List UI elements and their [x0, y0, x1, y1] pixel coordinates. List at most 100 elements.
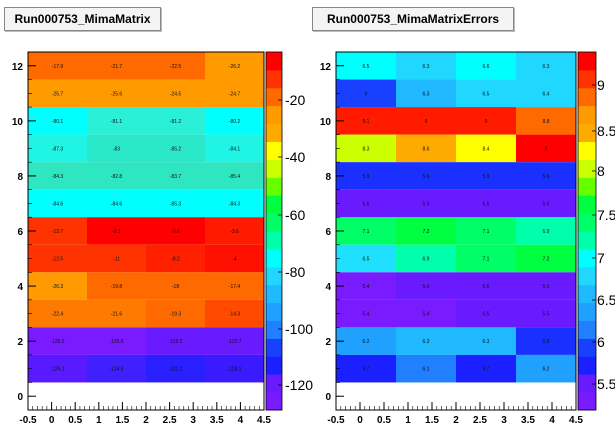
cell-value-label: -84.3 [52, 174, 64, 180]
y-tick-label: 6 [325, 227, 331, 238]
cell-value-label: 5.6 [483, 284, 490, 290]
cell-value-label: -119.2 [169, 339, 183, 345]
cell-value-label: 8.6 [423, 146, 430, 152]
colorbar-tick-label: 8 [597, 163, 605, 179]
heatmap-cell [146, 189, 205, 218]
heatmap-cell [146, 79, 205, 108]
heatmap-cell [205, 162, 264, 190]
heatmap-cell [28, 162, 87, 190]
heatmap-cell [516, 107, 576, 135]
cell-value-label: -13.7 [52, 229, 64, 235]
heatmap-cell [396, 354, 456, 383]
cell-value-label: -22.5 [170, 64, 182, 70]
heatmap-cell [87, 327, 146, 355]
colorbar-segment [578, 320, 596, 339]
heatmap-cell [146, 244, 205, 273]
cell-value-label: -125.2 [50, 339, 64, 345]
colorbar-border [577, 51, 597, 411]
heatmap-cell [28, 52, 87, 80]
y-tick-label: 12 [320, 62, 332, 73]
cell-value-label: 6.5 [363, 257, 370, 263]
cell-value-label: 6.6 [483, 64, 490, 70]
cell-value-label: -17.9 [52, 64, 64, 70]
cell-value-label: -25.6 [111, 91, 123, 97]
y-tick-label: 10 [320, 117, 332, 128]
heatmap-cell [336, 79, 396, 108]
colorbar-segment [578, 338, 596, 357]
cell-value-label: -26.2 [229, 64, 241, 70]
y-tick-label: 2 [325, 337, 331, 348]
colorbar-segment [266, 105, 282, 125]
colorbar-segment [266, 374, 282, 393]
colorbar-segment [578, 231, 596, 250]
cell-value-label: 9 [485, 119, 488, 125]
x-tick-label: 4.5 [569, 415, 583, 426]
colorbar-segment [578, 141, 596, 160]
heatmap-cell [516, 52, 576, 80]
heatmap-cell [456, 327, 516, 355]
heatmap-cell [28, 79, 87, 108]
heatmap-cell [516, 299, 576, 328]
colorbar-tick-label: -100 [285, 321, 313, 337]
heatmap-cell [396, 327, 456, 355]
cell-value-label: -85.4 [229, 174, 241, 180]
heatmap-cell [205, 299, 264, 328]
heatmap-cell [205, 134, 264, 163]
heatmap-cell [28, 299, 87, 328]
heatmap-cell [146, 299, 205, 328]
x-tick-label: -0.5 [327, 415, 345, 426]
heatmap-cell [336, 162, 396, 190]
colorbar-segment [266, 356, 282, 375]
cell-value-label: -85.2 [170, 146, 182, 152]
cell-value-label: 6.5 [363, 64, 370, 70]
y-tick-label: 12 [12, 62, 24, 73]
heatmap-cell [456, 244, 516, 273]
cell-value-label: -81.2 [170, 119, 182, 125]
y-tick-label: 0 [325, 392, 331, 403]
cell-value-label: 7.1 [483, 229, 490, 235]
heatmap-cell [516, 79, 576, 108]
colorbar-segment [266, 320, 282, 339]
heatmap-cell [87, 272, 146, 300]
heatmap-cell [516, 354, 576, 383]
y-tick-label: 10 [12, 117, 24, 128]
heatmap-cell [336, 327, 396, 355]
cell-value-label: 5.4 [363, 284, 370, 290]
heatmap-cell [87, 354, 146, 383]
heatmap-cell [396, 189, 456, 218]
heatmap-cell [456, 217, 516, 245]
heatmap-cell [396, 244, 456, 273]
heatmap-cell [516, 244, 576, 273]
left-chart-title: Run000753_MimaMatrix [4, 7, 161, 31]
cell-value-label: 5.7 [363, 367, 370, 373]
cell-value-label: 5.9 [483, 174, 490, 180]
heatmap-cell [205, 354, 264, 383]
cell-value-label: -85.3 [170, 201, 182, 207]
x-tick-label: 2.5 [163, 415, 177, 426]
cell-value-label: -84.3 [229, 201, 241, 207]
colorbar-segment [578, 52, 596, 71]
heatmap-cell [516, 327, 576, 355]
colorbar-tick-label: -60 [285, 207, 305, 223]
x-tick-label: 2.5 [473, 415, 487, 426]
cell-value-label: 5.9 [423, 174, 430, 180]
cell-value-label: -22.4 [52, 312, 64, 318]
y-tick-label: 4 [325, 282, 331, 293]
heatmap-cell [28, 189, 87, 218]
heatmap-cell [456, 354, 516, 383]
heatmap-cell [146, 134, 205, 163]
heatmap-cell [396, 134, 456, 163]
heatmap-cell [336, 354, 396, 383]
cell-value-label: 5.5 [543, 284, 550, 290]
heatmap-cell [516, 134, 576, 163]
cell-value-label: 5.4 [363, 312, 370, 318]
colorbar-segment [578, 177, 596, 196]
heatmap-cell [396, 299, 456, 328]
colorbar-segment [266, 284, 282, 304]
heatmap-cell [456, 272, 516, 300]
cell-value-label: 5.5 [483, 312, 490, 318]
cell-value-label: 5.9 [363, 174, 370, 180]
colorbar-tick-label: 6 [597, 334, 605, 350]
colorbar-segment [578, 69, 596, 89]
colorbar-tick-label: 8.5 [597, 123, 615, 139]
